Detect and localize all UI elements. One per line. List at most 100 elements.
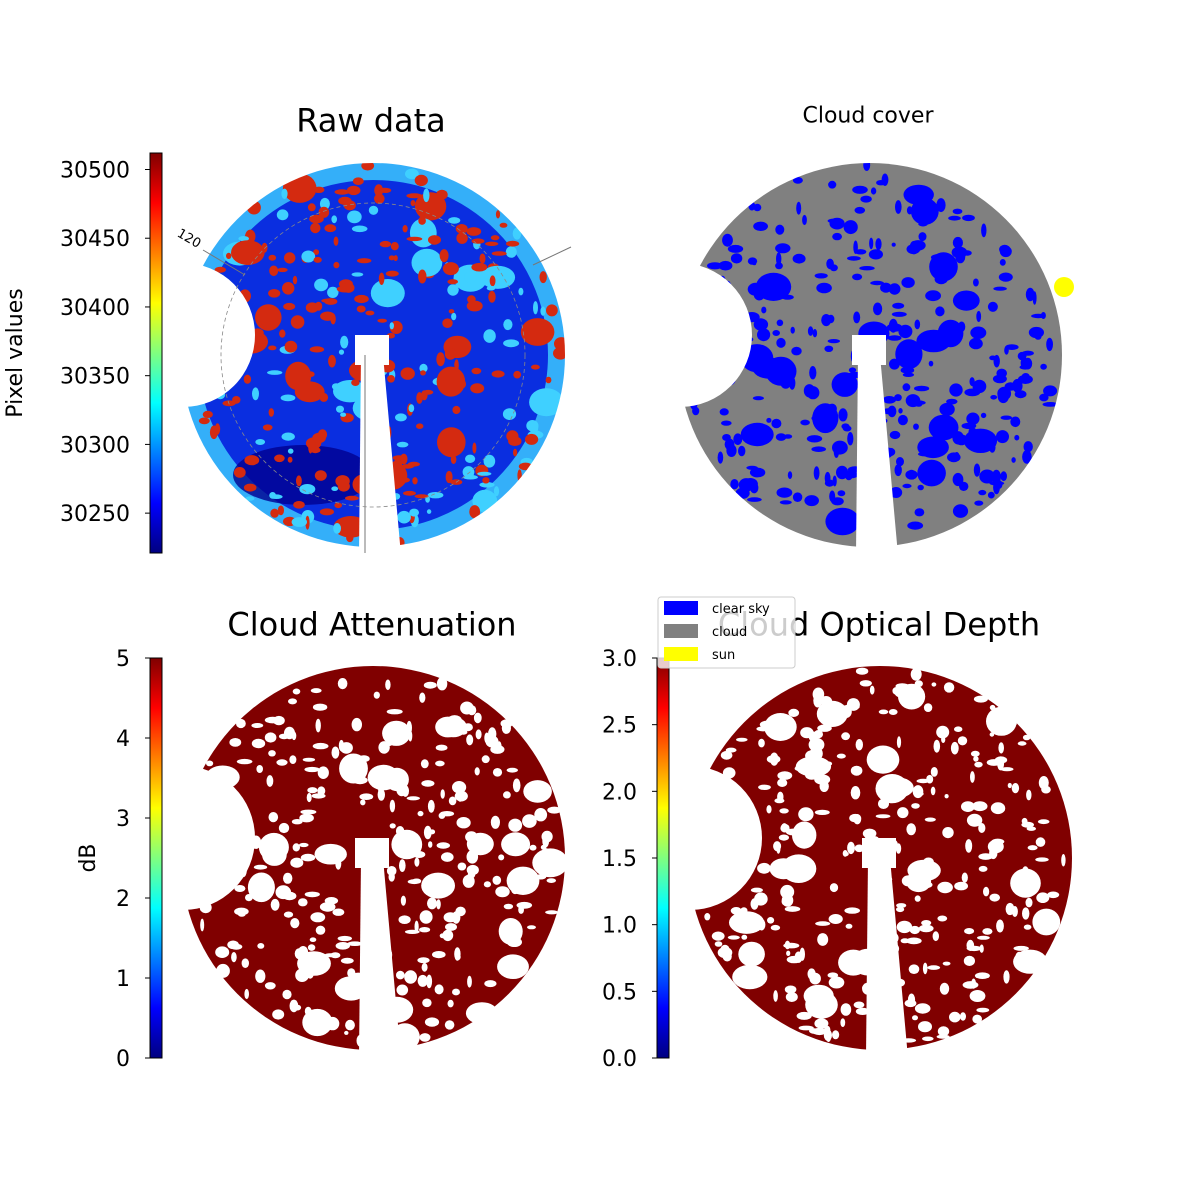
sky-blob bbox=[976, 1007, 990, 1013]
sky-blob bbox=[973, 695, 988, 703]
sky-blob bbox=[334, 502, 342, 509]
sky-blob bbox=[775, 224, 785, 235]
sky-blob bbox=[294, 381, 325, 403]
sky-blob bbox=[301, 250, 316, 263]
sky-blob bbox=[1000, 471, 1007, 482]
sky-blob bbox=[199, 902, 212, 914]
sky-blob bbox=[782, 895, 792, 905]
sky-blob bbox=[841, 732, 850, 741]
sky-blob bbox=[714, 941, 723, 947]
sky-blob bbox=[290, 315, 305, 329]
sky-blob bbox=[456, 791, 464, 802]
sky-blob bbox=[894, 394, 902, 402]
sky-blob bbox=[872, 915, 878, 929]
sky-blob bbox=[1010, 416, 1021, 428]
sky-blob bbox=[844, 704, 860, 710]
sky-blob bbox=[727, 244, 744, 253]
sky-blob bbox=[891, 1030, 903, 1042]
sky-blob bbox=[378, 272, 385, 285]
legend-swatch bbox=[664, 647, 698, 661]
sky-blob bbox=[546, 304, 558, 317]
sky-blob bbox=[766, 417, 772, 423]
sky-blob bbox=[870, 280, 884, 286]
sky-blob bbox=[333, 523, 341, 534]
sky-blob bbox=[740, 344, 774, 373]
sky-blob bbox=[784, 906, 801, 912]
sky-blob bbox=[817, 933, 829, 946]
sky-blob bbox=[889, 430, 901, 440]
colorbar-tick-label: 2.5 bbox=[602, 714, 637, 739]
sky-blob bbox=[240, 863, 247, 878]
sky-blob bbox=[503, 319, 513, 331]
sky-blob bbox=[255, 969, 266, 983]
sky-blob bbox=[1007, 782, 1012, 789]
sky-blob bbox=[802, 214, 807, 226]
sky-blob bbox=[888, 318, 898, 333]
panel-title: Cloud Attenuation bbox=[227, 606, 516, 644]
sky-blob bbox=[436, 189, 448, 200]
sky-blob bbox=[724, 438, 735, 451]
sky-blob bbox=[838, 408, 848, 422]
sky-blob bbox=[377, 788, 385, 801]
sky-blob bbox=[351, 225, 368, 233]
sky-blob bbox=[827, 218, 841, 224]
sky-blob bbox=[877, 914, 885, 927]
sky-blob bbox=[732, 370, 739, 376]
sky-blob bbox=[389, 322, 394, 330]
sky-blob bbox=[792, 177, 803, 184]
sky-blob bbox=[207, 333, 214, 340]
sky-blob bbox=[918, 924, 934, 933]
sky-blob bbox=[840, 1018, 846, 1027]
sky-blob bbox=[314, 843, 347, 865]
sky-blob bbox=[742, 865, 747, 879]
sky-blob bbox=[724, 280, 731, 289]
sky-blob bbox=[791, 346, 802, 356]
sky-blob bbox=[304, 766, 320, 773]
sky-blob bbox=[1021, 821, 1034, 828]
sky-blob bbox=[814, 1018, 829, 1029]
sky-blob bbox=[809, 1028, 820, 1034]
colorbar bbox=[149, 152, 163, 554]
sky-blob bbox=[852, 185, 868, 194]
sky-blob bbox=[540, 306, 546, 316]
sky-blob bbox=[452, 405, 461, 415]
sky-blob bbox=[434, 984, 444, 995]
sky-blob bbox=[863, 436, 870, 450]
sky-blob bbox=[490, 235, 500, 241]
sky-blob bbox=[811, 415, 821, 421]
sky-blob bbox=[228, 342, 240, 356]
sky-blob bbox=[952, 236, 963, 249]
sky-blob bbox=[435, 744, 448, 751]
sky-blob bbox=[292, 275, 298, 285]
sky-blob bbox=[771, 418, 782, 429]
sky-blob bbox=[393, 255, 398, 262]
sky-blob bbox=[296, 475, 302, 487]
sky-blob bbox=[430, 211, 440, 217]
sky-blob bbox=[712, 812, 748, 841]
sky-blob bbox=[855, 1007, 870, 1015]
sky-blob bbox=[279, 329, 286, 338]
sky-blob bbox=[936, 198, 946, 213]
sky-blob bbox=[490, 815, 500, 829]
sky-blob bbox=[809, 972, 821, 985]
sky-blob bbox=[326, 899, 334, 905]
sky-blob bbox=[886, 447, 896, 457]
sky-blob bbox=[969, 337, 983, 350]
sky-blob bbox=[761, 306, 767, 314]
sky-blob bbox=[295, 968, 309, 982]
sky-blob bbox=[914, 1003, 931, 1014]
sky-blob bbox=[328, 354, 336, 368]
sky-blob bbox=[364, 471, 376, 483]
sky-blob bbox=[754, 892, 768, 906]
sky-blob bbox=[862, 828, 877, 839]
sky-blob bbox=[1003, 970, 1010, 984]
sky-blob bbox=[238, 236, 249, 242]
sky-blob bbox=[272, 1009, 285, 1020]
sky-blob bbox=[343, 200, 356, 211]
sky-blob bbox=[314, 301, 323, 311]
sky-blob bbox=[937, 915, 948, 922]
sky-blob bbox=[1042, 402, 1059, 407]
sky-blob bbox=[727, 309, 744, 322]
legend-swatch bbox=[664, 601, 698, 615]
sky-blob bbox=[1000, 767, 1014, 772]
